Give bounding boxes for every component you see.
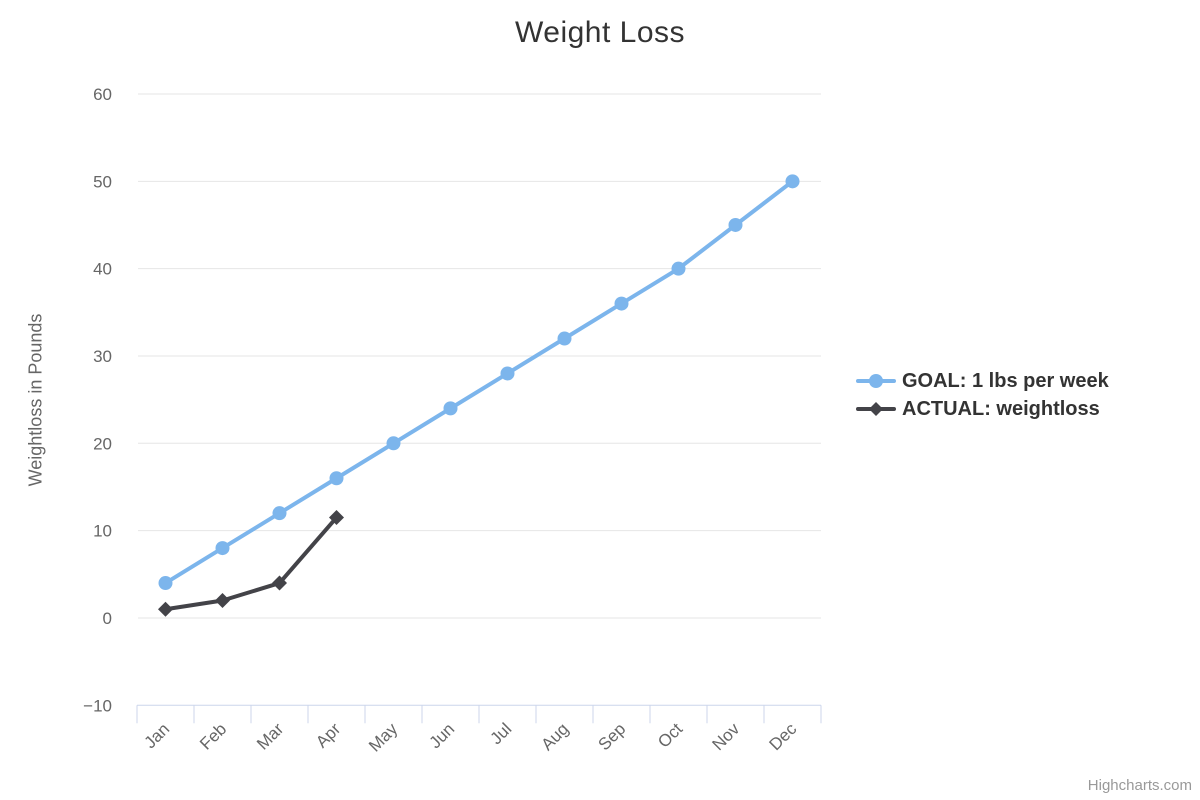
data-point-1-jan[interactable] xyxy=(158,601,173,617)
data-point-0-jul[interactable] xyxy=(500,366,515,381)
highcharts-credits-link[interactable]: Highcharts.com xyxy=(1087,777,1192,794)
legend-circle-marker-icon xyxy=(856,374,896,388)
yaxis-label-50: 50 xyxy=(93,172,112,191)
xaxis-label-jul: Jul xyxy=(487,719,516,748)
yaxis-title: Weightloss in Pounds xyxy=(25,313,46,487)
data-point-0-jan[interactable] xyxy=(158,576,173,591)
legend: GOAL: 1 lbs per week ACTUAL: weightloss xyxy=(856,367,1109,423)
data-point-0-oct[interactable] xyxy=(671,261,686,276)
legend-diamond-marker-icon xyxy=(856,402,896,416)
legend-label: ACTUAL: weightloss xyxy=(902,397,1100,420)
yaxis-label-0: 0 xyxy=(103,609,112,628)
data-point-0-dec[interactable] xyxy=(785,174,800,189)
xaxis-label-oct: Oct xyxy=(654,719,686,751)
data-point-0-jun[interactable] xyxy=(443,401,458,416)
yaxis-label--10: −10 xyxy=(83,696,112,715)
legend-item-actual[interactable]: ACTUAL: weightloss xyxy=(856,395,1109,423)
xaxis-label-jun: Jun xyxy=(426,719,459,752)
data-point-0-nov[interactable] xyxy=(728,217,743,232)
data-point-1-feb[interactable] xyxy=(215,593,230,609)
yaxis-label-20: 20 xyxy=(93,434,112,453)
yaxis-label-40: 40 xyxy=(93,260,112,279)
xaxis-label-feb: Feb xyxy=(196,719,230,753)
series-line-1[interactable] xyxy=(163,515,339,612)
data-point-0-sep[interactable] xyxy=(614,296,629,311)
xaxis-label-apr: Apr xyxy=(312,719,344,751)
yaxis-label-10: 10 xyxy=(93,522,112,541)
series-line-0[interactable] xyxy=(163,179,795,586)
xaxis-label-sep: Sep xyxy=(595,719,630,754)
data-point-0-apr[interactable] xyxy=(329,471,344,486)
data-point-0-mar[interactable] xyxy=(272,506,287,521)
legend-label: GOAL: 1 lbs per week xyxy=(902,369,1109,392)
data-point-1-apr[interactable] xyxy=(329,510,344,526)
legend-item-goal[interactable]: GOAL: 1 lbs per week xyxy=(856,367,1109,395)
xaxis-label-may: May xyxy=(365,719,401,755)
chart-title: Weight Loss xyxy=(514,16,686,49)
xaxis-label-aug: Aug xyxy=(538,719,573,754)
yaxis-label-60: 60 xyxy=(93,85,112,104)
xaxis-label-mar: Mar xyxy=(253,719,287,753)
data-point-0-feb[interactable] xyxy=(215,541,230,556)
xaxis-label-dec: Dec xyxy=(766,719,801,754)
xaxis-label-jan: Jan xyxy=(141,719,174,752)
data-point-0-aug[interactable] xyxy=(557,331,572,346)
data-point-0-may[interactable] xyxy=(386,436,401,451)
xaxis-label-nov: Nov xyxy=(709,719,744,754)
yaxis-label-30: 30 xyxy=(93,347,112,366)
data-point-1-mar[interactable] xyxy=(272,575,287,591)
